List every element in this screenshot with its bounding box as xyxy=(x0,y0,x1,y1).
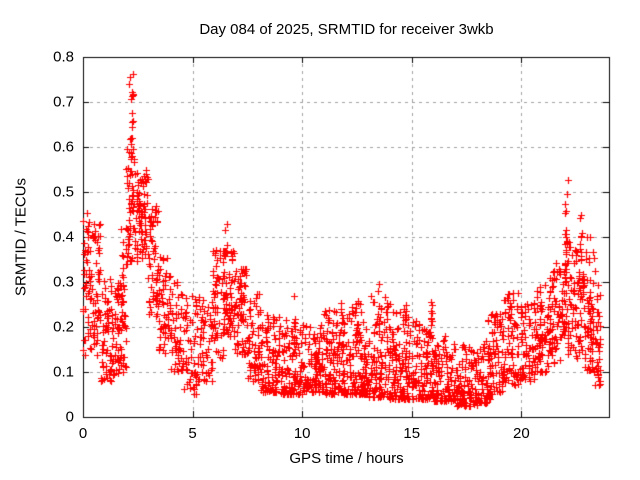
y-tick-label: 0.5 xyxy=(53,183,74,201)
x-tick-label: 0 xyxy=(78,425,88,442)
y-tick-label: 0.7 xyxy=(53,93,74,111)
x-tick-label: 10 xyxy=(293,425,311,442)
y-tick-label: 0 xyxy=(65,408,74,426)
y-tick-label: 0.4 xyxy=(53,228,74,246)
y-tick-label: 0.1 xyxy=(53,363,74,381)
x-axis-label: GPS time / hours xyxy=(289,450,404,467)
x-tick-label: 5 xyxy=(188,425,197,442)
x-tick-label: 20 xyxy=(512,425,530,442)
y-tick-label: 0.6 xyxy=(53,138,74,156)
y-tick-label: 0.3 xyxy=(53,273,74,291)
y-tick-label: 0.2 xyxy=(53,318,74,336)
y-axis-label: SRMTID / TECUs xyxy=(12,177,30,297)
chart-title: Day 084 of 2025, SRMTID for receiver 3wk… xyxy=(199,21,494,38)
x-tick-label: 15 xyxy=(403,425,421,442)
y-tick-label: 0.8 xyxy=(53,48,74,66)
